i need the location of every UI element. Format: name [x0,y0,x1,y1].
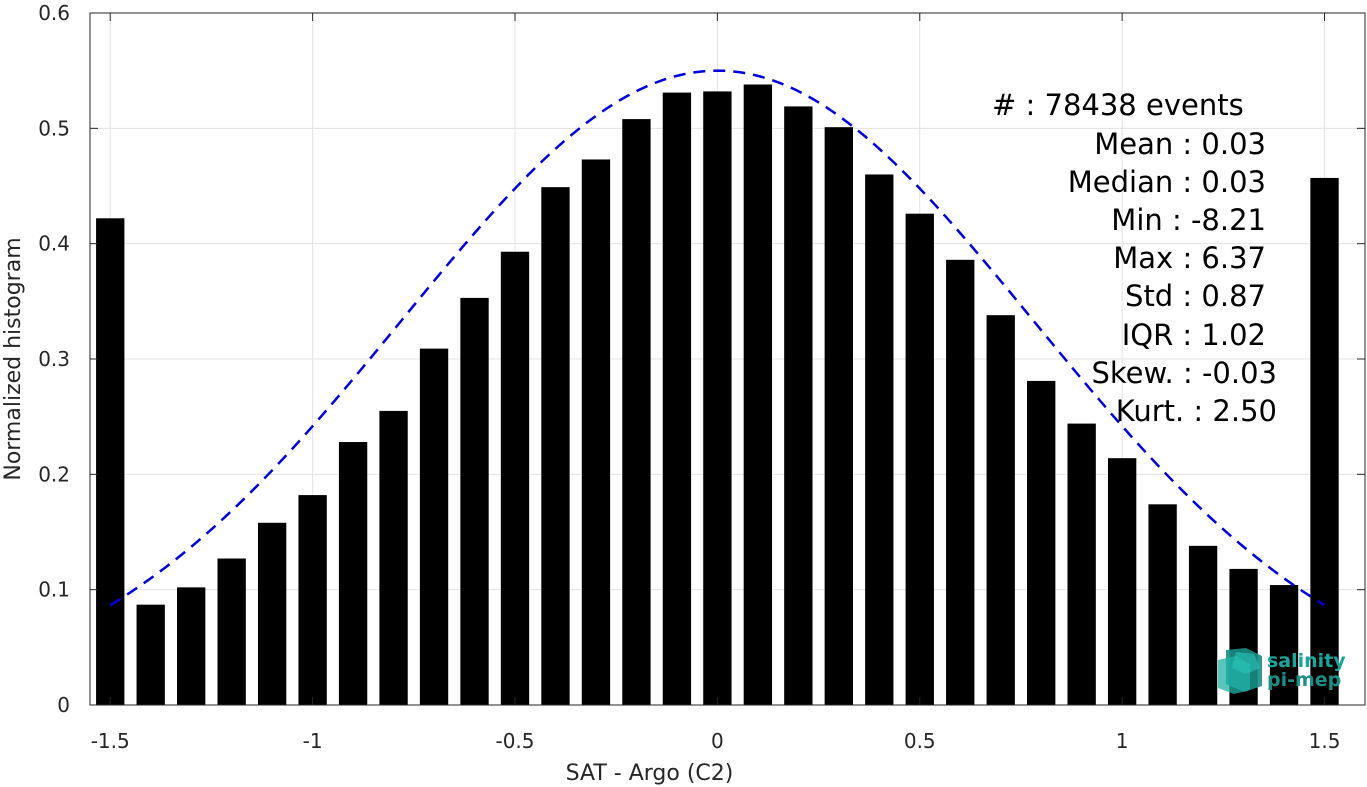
y-tick-label: 0.2 [38,462,70,486]
histogram-bar [1067,423,1096,705]
y-tick-label: 0.3 [38,347,70,371]
histogram-bar [946,259,975,705]
y-tick-label: 0.5 [38,116,70,140]
histogram-bar [177,587,206,705]
x-axis-label: SAT - Argo (C2) [566,761,734,786]
histogram-bars [96,84,1339,706]
x-tick-label: -1 [303,729,323,753]
stat-iqr: IQR : 1.02 [1122,318,1266,352]
x-tick-label: 1.5 [1309,729,1341,753]
histogram-bar [1027,380,1056,705]
logo-line-pimep: pi-mep [1267,669,1341,691]
histogram-bar [1107,458,1137,705]
stat-kurt: Kurt. : 2.50 [1116,394,1277,428]
x-tick-label: 1 [1116,729,1129,753]
stat-max: Max : 6.37 [1113,241,1266,275]
histogram-bar [986,315,1015,705]
y-tick-label: 0.4 [38,232,70,256]
stat-std: Std : 0.87 [1125,279,1266,313]
histogram-bar [743,84,773,706]
stat-count: # : 78438 events [992,88,1244,122]
histogram-bar [905,213,934,705]
histogram-bar [500,251,530,706]
x-tick-label: -1.5 [91,729,130,753]
y-tick-label: 0 [57,693,70,717]
histogram-bar [338,442,368,705]
x-tick-label: 0.5 [904,729,936,753]
normal-fit-curve [109,69,1326,607]
logo-line-salinity: salinity [1267,650,1346,672]
histogram-bar [217,558,246,705]
histogram-bar [662,92,692,705]
histogram-bar [298,495,327,705]
histogram-bar [865,174,894,705]
histogram-bar [1188,545,1218,705]
histogram-bar [96,218,125,705]
histogram-bar [1148,504,1177,705]
histogram-bar [379,410,408,705]
histogram-bar [703,91,732,706]
logo-cube-icon [1218,648,1262,694]
histogram-bar [784,106,813,706]
y-axis-label: Normalized histogram [1,237,26,480]
histogram-bar [460,297,489,705]
stat-min: Min : -8.21 [1111,203,1266,237]
x-tick-label: -0.5 [495,729,534,753]
stat-median: Median : 0.03 [1068,165,1266,199]
histogram-bar [622,119,651,705]
histogram-bar [581,159,611,705]
histogram-bar [824,127,853,706]
x-tick-label: 0 [711,729,724,753]
histogram-bar [1269,585,1299,705]
histogram-bar [257,522,287,705]
stat-mean: Mean : 0.03 [1094,127,1266,161]
y-tick-label: 0.6 [38,1,70,25]
histogram-bar [136,604,165,705]
histogram-bar [541,187,570,706]
histogram-bar [1310,177,1339,706]
statistics-annotation: # : 78438 events Mean : 0.03 Median : 0.… [992,88,1277,428]
axis-ticks: -1.5 -1 -0.5 0 0.5 1 1.5 0 0.1 0.2 0.3 0.4 0.5 0.6 [38,1,1365,753]
stat-skew: Skew. : -0.03 [1091,356,1277,390]
salinity-pimep-logo: salinity pi-mep [1218,648,1346,694]
y-tick-label: 0.1 [38,578,70,602]
histogram-bar [419,348,449,705]
